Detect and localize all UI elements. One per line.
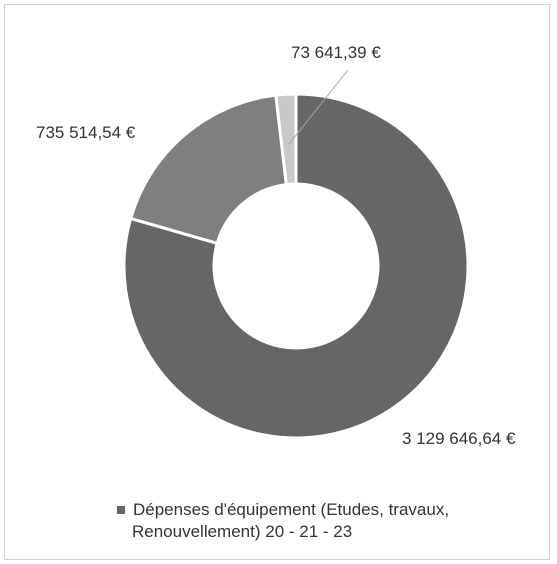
leader-line — [288, 69, 349, 145]
legend-swatch — [117, 505, 125, 514]
slice-label-large: 3 129 646,64 € — [402, 429, 516, 448]
chart-legend: Dépenses d'équipement (Etudes, travaux, … — [100, 499, 540, 543]
legend-entry-line1: Dépenses d'équipement (Etudes, travaux, — [133, 500, 450, 519]
legend-entry-line2: Renouvellement) 20 - 21 - 23 — [132, 522, 353, 541]
slice-medium — [128, 93, 289, 246]
slice-small — [274, 92, 298, 187]
slice-large — [122, 92, 470, 440]
slice-label-small: 73 641,39 € — [291, 43, 381, 62]
slice-label-medium: 735 514,54 € — [36, 123, 136, 142]
